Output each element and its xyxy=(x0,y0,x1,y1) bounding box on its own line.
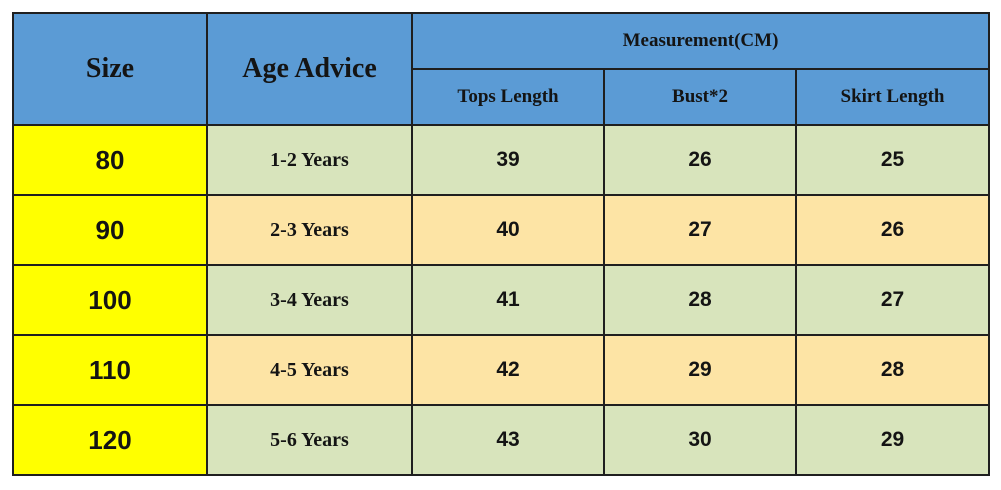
bust-cell: 27 xyxy=(603,194,797,266)
table-row: 110 4-5 Years 42 29 28 xyxy=(12,334,990,406)
size-cell: 90 xyxy=(12,194,208,266)
table-row: 80 1-2 Years 39 26 25 xyxy=(12,124,990,196)
skirt-length-cell: 27 xyxy=(795,264,990,336)
header-measurement: Measurement(CM) xyxy=(411,12,990,70)
header-row-sub: Tops Length Bust*2 Skirt Length xyxy=(13,68,990,126)
header-bust: Bust*2 xyxy=(603,68,797,126)
table-row: 90 2-3 Years 40 27 26 xyxy=(12,194,990,266)
skirt-length-cell: 25 xyxy=(795,124,990,196)
tops-length-cell: 41 xyxy=(411,264,605,336)
header-tops-length: Tops Length xyxy=(411,68,605,126)
size-cell: 80 xyxy=(12,124,208,196)
age-cell: 2-3 Years xyxy=(206,194,413,266)
tops-length-cell: 42 xyxy=(411,334,605,406)
tops-length-cell: 43 xyxy=(411,404,605,476)
bust-cell: 28 xyxy=(603,264,797,336)
size-cell: 120 xyxy=(12,404,208,476)
age-cell: 4-5 Years xyxy=(206,334,413,406)
skirt-length-cell: 29 xyxy=(795,404,990,476)
skirt-length-cell: 26 xyxy=(795,194,990,266)
bust-cell: 30 xyxy=(603,404,797,476)
header-skirt-length: Skirt Length xyxy=(795,68,990,126)
header-age-advice: Age Advice xyxy=(206,12,413,126)
bust-cell: 26 xyxy=(603,124,797,196)
age-cell: 5-6 Years xyxy=(206,404,413,476)
bust-cell: 29 xyxy=(603,334,797,406)
tops-length-cell: 40 xyxy=(411,194,605,266)
header-size: Size xyxy=(12,12,208,126)
size-chart-table: Size Age Advice Measurement(CM) Tops Len… xyxy=(12,12,990,476)
table-row: 120 5-6 Years 43 30 29 xyxy=(12,404,990,476)
table-row: 100 3-4 Years 41 28 27 xyxy=(12,264,990,336)
age-cell: 3-4 Years xyxy=(206,264,413,336)
header-row-top: Size Age Advice Measurement(CM) xyxy=(12,12,990,126)
skirt-length-cell: 28 xyxy=(795,334,990,406)
size-cell: 100 xyxy=(12,264,208,336)
size-cell: 110 xyxy=(12,334,208,406)
tops-length-cell: 39 xyxy=(411,124,605,196)
age-cell: 1-2 Years xyxy=(206,124,413,196)
